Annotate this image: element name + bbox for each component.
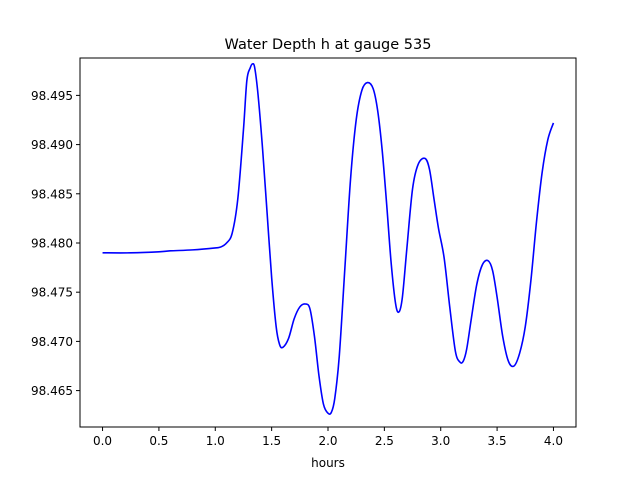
x-tick-label: 2.5 — [375, 434, 394, 448]
x-axis: 0.0 0.5 1.0 1.5 2.0 2.5 3.0 3.5 4.0 — [93, 427, 563, 448]
x-tick-label: 4.0 — [544, 434, 563, 448]
y-tick-label: 98.490 — [31, 138, 73, 152]
x-tick-label: 2.0 — [318, 434, 337, 448]
y-tick-label: 98.485 — [31, 187, 73, 201]
y-tick-label: 98.470 — [31, 335, 73, 349]
x-tick-label: 0.0 — [93, 434, 112, 448]
x-tick-label: 3.5 — [488, 434, 507, 448]
x-tick-label: 1.0 — [206, 434, 225, 448]
y-tick-label: 98.465 — [31, 384, 73, 398]
x-tick-label: 0.5 — [149, 434, 168, 448]
x-axis-label: hours — [311, 456, 345, 470]
y-tick-label: 98.475 — [31, 286, 73, 300]
y-tick-label: 98.480 — [31, 236, 73, 250]
y-axis: 98.465 98.470 98.475 98.480 98.485 98.490 98.4… — [31, 89, 80, 398]
plot-frame — [79, 57, 577, 428]
y-tick-label: 98.495 — [31, 89, 73, 103]
series-line-0 — [102, 62, 555, 415]
x-tick-label: 3.0 — [431, 434, 450, 448]
x-tick-label: 1.5 — [262, 434, 281, 448]
chart-title: Water Depth h at gauge 535 — [225, 37, 432, 53]
plot-area — [102, 62, 555, 415]
